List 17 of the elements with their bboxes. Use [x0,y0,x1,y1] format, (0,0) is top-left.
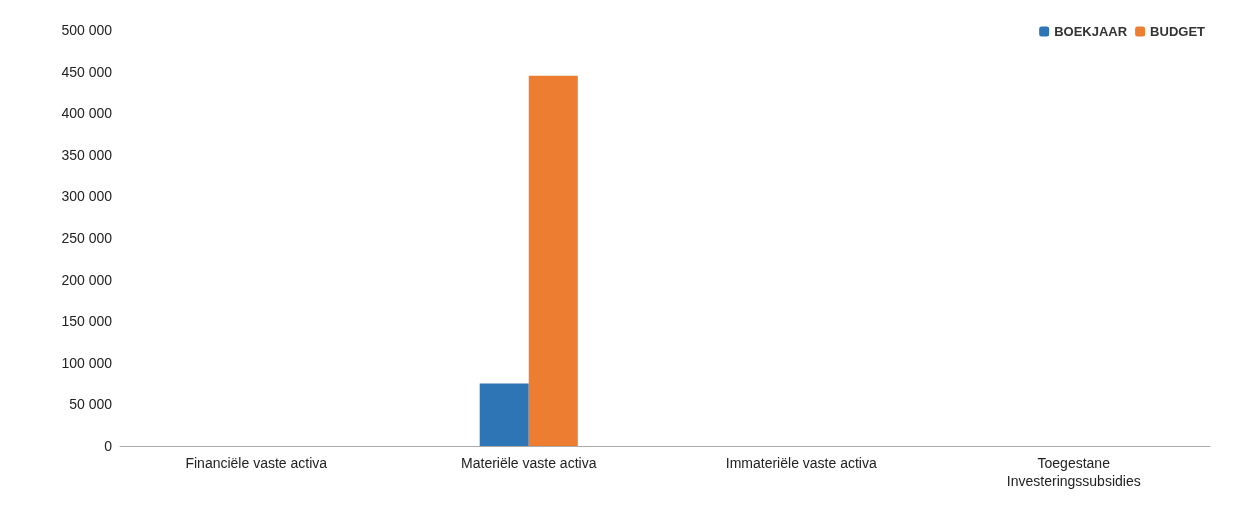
y-tick-label: 0 [104,438,113,454]
x-tick-label: Toegestane Investeringssubsidies [1006,455,1141,489]
x-tick-label: Financiële vaste activa [185,455,328,471]
y-tick-label: 450 000 [61,63,113,80]
legend-label: BUDGET [1150,24,1206,39]
x-tick-label: Materiële vaste activa [461,455,597,471]
y-tick-label: 150 000 [61,313,113,330]
y-tick-label: 350 000 [61,146,113,163]
y-tick-label: 200 000 [61,271,113,288]
y-tick-label: 500 000 [61,22,113,38]
y-tick-label: 250 000 [61,230,113,246]
x-tick-label: Immateriële vaste activa [725,455,877,471]
legend-label: BOEKJAAR [1054,24,1128,39]
y-tick-label: 100 000 [61,354,113,371]
y-tick-label: 50 000 [69,396,113,413]
y-tick-label: 400 000 [61,105,113,122]
y-tick-label: 300 000 [61,188,113,205]
